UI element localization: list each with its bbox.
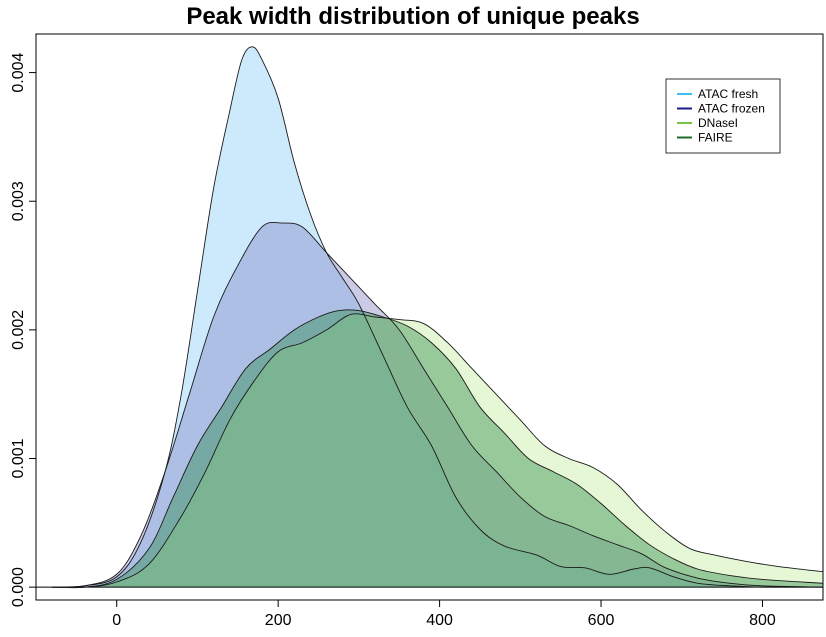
plot-frame [35, 33, 824, 601]
x-tick-label: 0 [112, 612, 121, 629]
series-outlines [52, 46, 823, 589]
legend-label-atac-fresh: ATAC fresh [698, 87, 758, 101]
area-faire [52, 309, 823, 588]
area-dnasei [52, 313, 823, 588]
x-tick-label: 200 [265, 612, 292, 629]
y-tick-label: 0.000 [10, 567, 27, 607]
x-tick-label: 600 [588, 612, 615, 629]
y-tick-label: 0.004 [10, 52, 27, 92]
series-fills [52, 46, 823, 588]
curve-atac-frozen [52, 221, 823, 588]
curve-atac-fresh [52, 46, 823, 588]
y-tick-label: 0.001 [10, 438, 27, 478]
x-tick-label: 400 [426, 612, 453, 629]
area-atac-fresh [52, 46, 823, 588]
legend-box [665, 78, 781, 154]
curve-dnasei [52, 313, 823, 588]
legend-label-dnasei: DNaseI [698, 116, 738, 130]
chart-title: Peak width distribution of unique peaks [186, 3, 639, 30]
area-atac-frozen [52, 222, 823, 588]
x-axis: 0 200 400 600 800 [112, 600, 776, 629]
legend-label-faire: FAIRE [698, 131, 733, 145]
y-axis: 0.000 0.001 0.002 0.003 0.004 [10, 52, 36, 607]
curve-faire [52, 309, 823, 589]
y-tick-label: 0.002 [10, 310, 27, 350]
x-tick-label: 800 [749, 612, 776, 629]
legend-label-atac-frozen: ATAC frozen [698, 102, 765, 116]
y-tick-label: 0.003 [10, 181, 27, 221]
